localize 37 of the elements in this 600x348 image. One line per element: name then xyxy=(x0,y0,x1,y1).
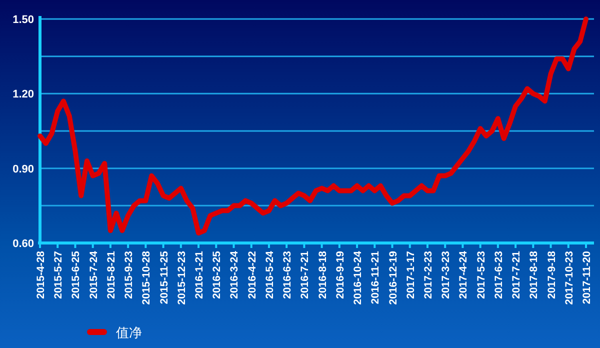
x-tick-label: 2017-10-23 xyxy=(563,250,576,305)
legend-label: 值净 xyxy=(116,326,142,341)
x-tick-label: 2016-1-21 xyxy=(194,250,206,299)
x-tick-label: 2015-11-25 xyxy=(158,250,170,304)
x-tick-label: 2017-4-24 xyxy=(458,250,470,299)
x-tick-label: 2015-7-24 xyxy=(88,250,100,299)
y-tick-label: 1.20 xyxy=(12,88,34,101)
x-tick-label: 2016-5-24 xyxy=(264,250,276,299)
x-tick-label: 2017-1-17 xyxy=(404,250,417,299)
x-tick-label: 2016-3-24 xyxy=(228,250,241,299)
x-tick-label: 2017-11-20 xyxy=(581,250,593,304)
x-tick-label: 2015-4-28 xyxy=(35,250,47,299)
x-tick-label: 2016-9-19 xyxy=(334,250,346,299)
y-tick-label: 1.50 xyxy=(12,14,34,26)
y-tick-label: 0.90 xyxy=(12,163,34,176)
x-tick-label: 2016-7-21 xyxy=(299,250,312,299)
x-tick-label: 2016-4-22 xyxy=(246,250,258,299)
x-tick-label: 2017-9-18 xyxy=(546,250,558,299)
x-tick-label: 2015-8-21 xyxy=(105,250,118,299)
x-tick-label: 2017-8-18 xyxy=(528,250,540,299)
x-tick-label: 2015-5-27 xyxy=(52,250,65,299)
x-tick-label: 2016-10-24 xyxy=(352,250,364,305)
x-tick-label: 2015-12-23 xyxy=(176,250,188,305)
x-tick-label: 2017-5-23 xyxy=(475,250,488,299)
x-tick-label: 2016-2-25 xyxy=(211,250,224,299)
y-tick-label: 0.60 xyxy=(12,238,34,250)
x-tick-label: 2015-9-23 xyxy=(123,250,136,299)
x-tick-label: 2016-8-18 xyxy=(316,250,329,299)
x-tick-label: 2017-7-21 xyxy=(510,250,523,299)
x-tick-label: 2015-6-25 xyxy=(70,250,82,299)
x-tick-label: 2015-10-28 xyxy=(140,250,153,305)
x-tick-label: 2017-6-23 xyxy=(492,250,505,299)
x-tick-label: 2016-6-23 xyxy=(282,250,294,299)
x-tick-label: 2016-11-21 xyxy=(370,250,382,304)
x-tick-label: 2017-3-23 xyxy=(440,250,452,299)
x-tick-label: 2017-2-23 xyxy=(422,250,434,299)
x-tick-label: 2016-12-19 xyxy=(387,250,400,305)
